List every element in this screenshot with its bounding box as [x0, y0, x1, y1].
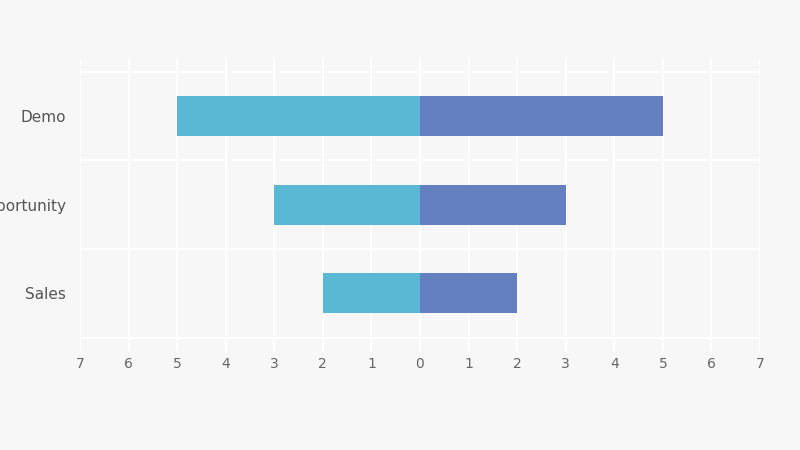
Bar: [420, 96, 663, 136]
Bar: [274, 185, 420, 225]
Bar: [177, 96, 420, 136]
Bar: [420, 185, 566, 225]
Bar: [420, 274, 517, 313]
Bar: [323, 274, 420, 313]
